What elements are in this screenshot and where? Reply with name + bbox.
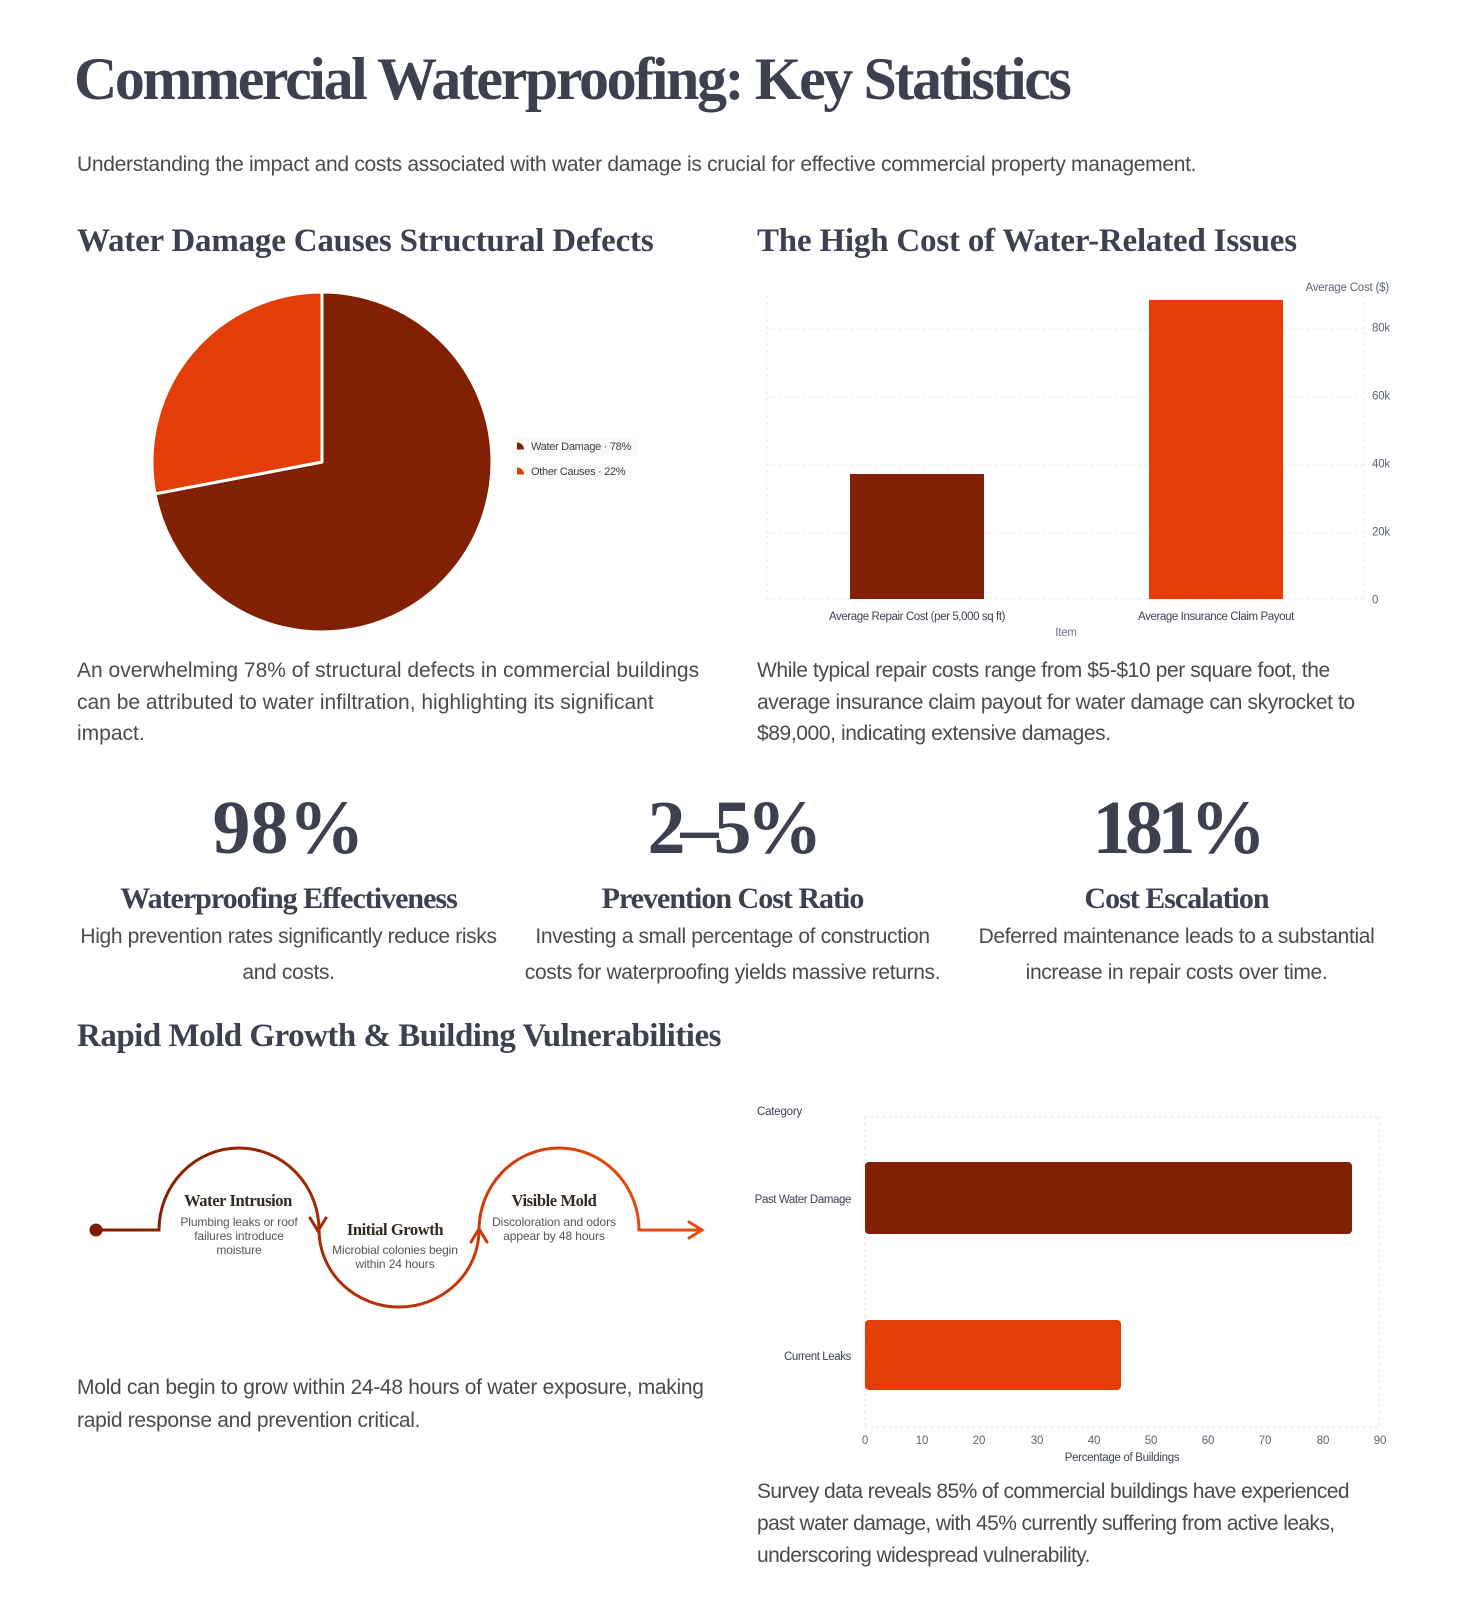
svg-text:Percentage of Buildings: Percentage of Buildings: [1065, 1452, 1180, 1464]
svg-text:90: 90: [1374, 1435, 1386, 1447]
svg-text:Visible Mold: Visible Mold: [512, 1191, 597, 1210]
svg-text:Initial Growth: Initial Growth: [347, 1220, 444, 1239]
svg-text:10: 10: [916, 1435, 928, 1447]
svg-text:failures introduce: failures introduce: [194, 1229, 284, 1243]
svg-text:20k: 20k: [1372, 527, 1390, 539]
svg-text:moisture: moisture: [216, 1243, 262, 1257]
svg-text:40: 40: [1088, 1435, 1100, 1447]
svg-text:Average Cost ($): Average Cost ($): [1305, 282, 1389, 294]
svg-text:Past Water Damage: Past Water Damage: [755, 1194, 851, 1206]
svg-text:Current Leaks: Current Leaks: [784, 1351, 852, 1363]
svg-text:40k: 40k: [1372, 459, 1390, 471]
svg-text:appear by 48 hours: appear by 48 hours: [503, 1229, 605, 1243]
svg-text:Category: Category: [757, 1106, 803, 1118]
svg-text:0: 0: [1372, 595, 1378, 607]
svg-text:Water Intrusion: Water Intrusion: [184, 1191, 292, 1210]
svg-text:80: 80: [1317, 1435, 1329, 1447]
svg-text:Microbial colonies begin: Microbial colonies begin: [332, 1243, 458, 1257]
svg-text:0: 0: [862, 1435, 868, 1447]
svg-text:Average Insurance Claim Payout: Average Insurance Claim Payout: [1138, 611, 1295, 623]
svg-text:Average Repair Cost (per 5,000: Average Repair Cost (per 5,000 sq ft): [829, 611, 1006, 623]
svg-text:60: 60: [1202, 1435, 1214, 1447]
svg-text:20: 20: [973, 1435, 985, 1447]
svg-text:80k: 80k: [1372, 323, 1390, 335]
svg-text:within 24 hours: within 24 hours: [354, 1257, 434, 1271]
svg-text:Plumbing leaks or roof: Plumbing leaks or roof: [180, 1215, 298, 1229]
svg-text:70: 70: [1259, 1435, 1271, 1447]
svg-text:30: 30: [1031, 1435, 1043, 1447]
svg-text:Item: Item: [1055, 627, 1077, 639]
svg-text:Discoloration and odors: Discoloration and odors: [492, 1215, 616, 1229]
svg-text:50: 50: [1145, 1435, 1157, 1447]
svg-text:60k: 60k: [1372, 391, 1390, 403]
